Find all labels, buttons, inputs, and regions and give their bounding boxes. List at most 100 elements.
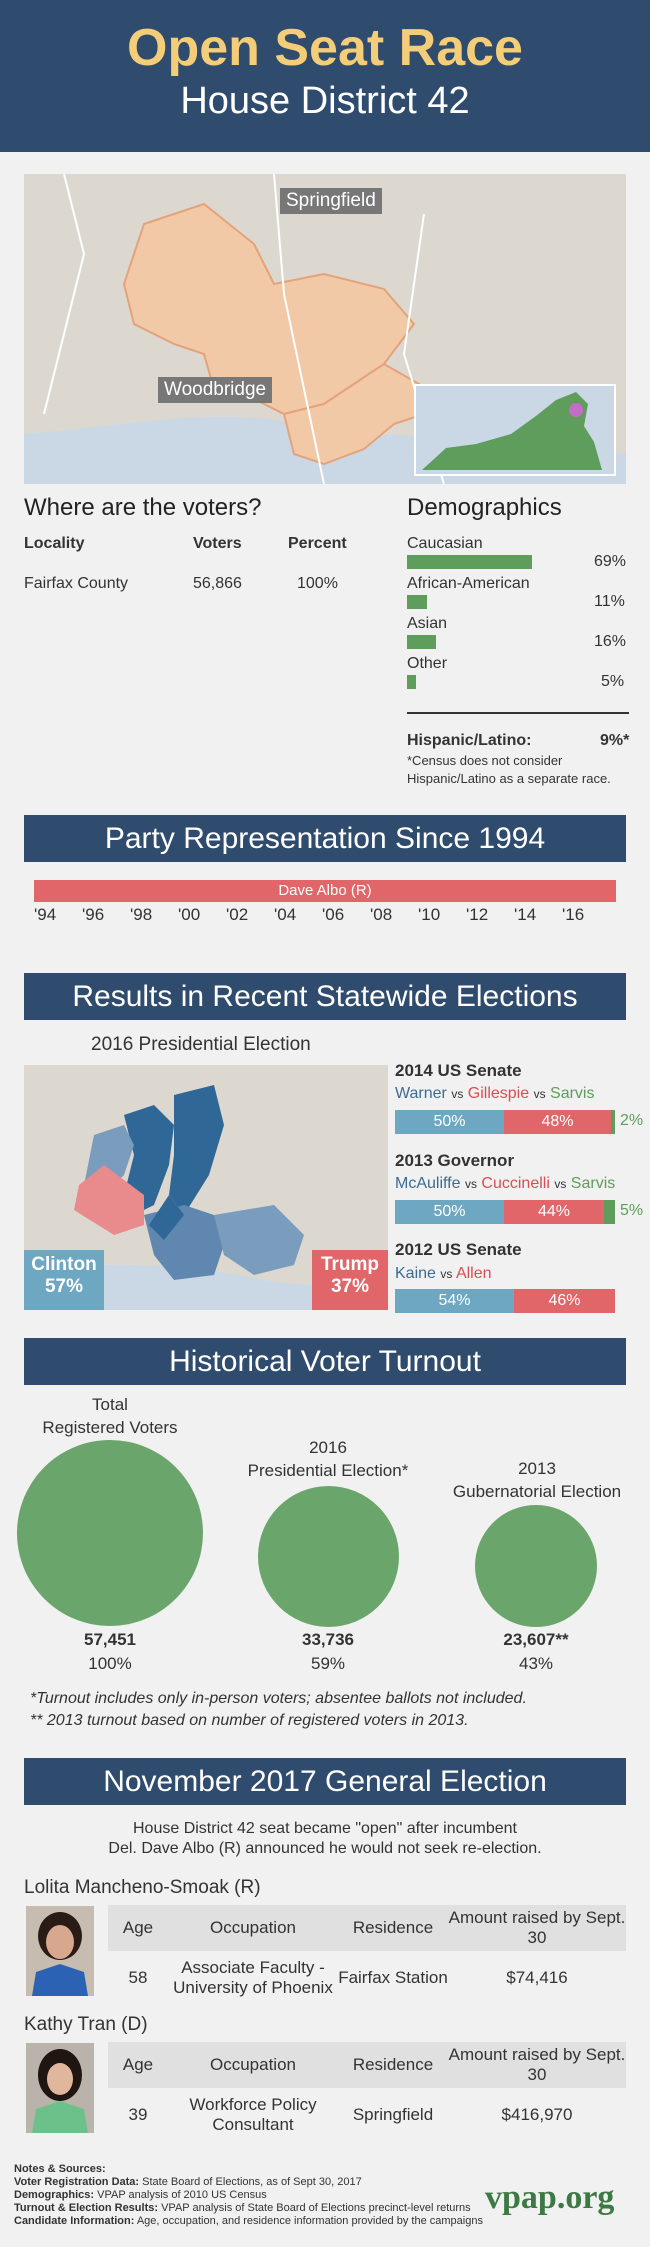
candidate-1-photo	[26, 1906, 94, 1996]
turnout-label-2016-1: 2016	[309, 1438, 347, 1457]
year-12: '12	[466, 905, 489, 924]
voters-heading: Where are the voters?	[24, 494, 262, 521]
gov-2013-lib-pct: 5%	[620, 1202, 644, 1219]
turnout-value-2013: 23,607**	[503, 1630, 569, 1649]
turnout-pct-2013: 43%	[518, 1654, 554, 1673]
year-14: '14	[514, 905, 537, 924]
vpap-logo[interactable]: vpap.org	[485, 2179, 615, 2216]
turnout-circle-2016	[258, 1486, 399, 1627]
note-line-2: Demographics: VPAP analysis of 2010 US C…	[14, 2189, 483, 2202]
year-16: '16	[562, 905, 585, 924]
turnout-label-2016-2: Presidential Election*	[247, 1461, 409, 1480]
cand2-age: 39	[128, 2105, 148, 2124]
turnout-circle-2013	[475, 1505, 597, 1627]
demographics-heading: Demographics	[407, 494, 562, 521]
note-line-1: Voter Registration Data: State Board of …	[14, 2176, 483, 2189]
party-heading: Party Representation Since 1994	[24, 815, 626, 862]
senate-2014-rep-bar: 48%	[504, 1110, 611, 1134]
cand1-occupation: Associate Faculty - University of Phoeni…	[173, 1958, 333, 1997]
cand2-col-amount: Amount raised by Sept. 30	[448, 2042, 626, 2088]
cand2-col-residence: Residence	[338, 2042, 448, 2088]
senate-2012-vs: vs	[440, 1267, 453, 1281]
col-voters: Voters	[193, 535, 242, 552]
demo-label-caucasian: Caucasian	[407, 535, 483, 552]
col-percent: Percent	[288, 535, 347, 552]
senate-2014-candidates: Warner vs Gillespie vs Sarvis	[395, 1085, 594, 1103]
year-98: '98	[130, 905, 153, 924]
clinton-pct: 57%	[44, 1276, 84, 1297]
results-heading: Results in Recent Statewide Elections	[24, 973, 626, 1020]
hispanic-label: Hispanic/Latino:	[407, 732, 532, 749]
demo-pct-african-american: 11%	[594, 593, 625, 610]
turnout-label-registered-2: Registered Voters	[42, 1418, 178, 1437]
turnout-value-2016: 33,736	[302, 1630, 354, 1649]
senate-2012-rep-bar: 46%	[514, 1289, 615, 1313]
turnout-label-2013-1: 2013	[518, 1459, 556, 1478]
senate-2012-title: 2012 US Senate	[395, 1240, 522, 1259]
demo-pct-other: 5%	[601, 673, 625, 690]
gov-2013-vs1: vs	[464, 1177, 477, 1191]
gov-2013-title: 2013 Governor	[395, 1151, 515, 1170]
gov-2013-dem-bar: 50%	[395, 1200, 504, 1224]
turnout-note-1: *Turnout includes only in-person voters;…	[30, 1690, 527, 1707]
voters-percent-value: 100%	[297, 575, 338, 592]
gov-2013-lib-bar	[604, 1200, 615, 1224]
year-94: '94	[34, 905, 57, 924]
note-line-4: Candidate Information: Age, occupation, …	[14, 2215, 483, 2228]
clinton-result-box: Clinton 57%	[24, 1250, 104, 1310]
candidate-2-name: Kathy Tran (D)	[24, 2014, 148, 2035]
senate-2012-candidates: Kaine vs Allen	[395, 1265, 492, 1283]
gov-2013-lib: Sarvis	[570, 1175, 616, 1192]
cand1-col-age: Age	[108, 1905, 168, 1951]
demo-label-african-american: African-American	[407, 575, 530, 592]
cand1-amount: $74,416	[506, 1968, 568, 1987]
senate-2014-vs2: vs	[533, 1087, 546, 1101]
col-locality: Locality	[24, 535, 85, 552]
turnout-pct-registered: 100%	[88, 1654, 132, 1673]
note-4-value: Age, occupation, and residence informati…	[136, 2215, 483, 2227]
trump-result-box: Trump 37%	[312, 1250, 388, 1310]
senate-2014-title: 2014 US Senate	[395, 1061, 522, 1080]
cand1-col-occupation: Occupation	[168, 1905, 338, 1951]
notes-title: Notes & Sources:	[14, 2163, 106, 2175]
year-06: '06	[322, 905, 345, 924]
albo-bar: Dave Albo (R)	[34, 880, 616, 902]
cand1-age: 58	[128, 1968, 148, 1987]
turnout-circle-registered	[17, 1440, 203, 1626]
senate-2012-dem-bar: 54%	[395, 1289, 514, 1313]
cand1-residence: Fairfax Station	[338, 1968, 448, 1987]
candidate-2-photo	[26, 2043, 94, 2133]
candidate-1-name: Lolita Mancheno-Smoak (R)	[24, 1877, 261, 1898]
senate-2012-dem: Kaine	[395, 1265, 436, 1282]
demo-label-other: Other	[407, 655, 448, 672]
year-96: '96	[82, 905, 105, 924]
candidate-1-portrait	[26, 1906, 94, 1996]
cand2-amount: $416,970	[501, 2105, 573, 2124]
senate-2014-rep: Gillespie	[467, 1085, 530, 1102]
note-3-key: Turnout & Election Results:	[14, 2202, 159, 2214]
pres-results-graphic	[24, 1065, 388, 1310]
demo-pct-asian: 16%	[594, 633, 627, 650]
cand2-col-occupation: Occupation	[168, 2042, 338, 2088]
demo-label-asian: Asian	[407, 615, 448, 632]
senate-2014-dem-bar: 50%	[395, 1110, 504, 1134]
senate-2012-rep: Allen	[455, 1265, 492, 1282]
turnout-heading: Historical Voter Turnout	[24, 1338, 626, 1385]
demo-bar-caucasian	[407, 555, 532, 569]
turnout-label-2013-2: Gubernatorial Election	[452, 1482, 622, 1501]
district-map-graphic	[24, 174, 626, 484]
senate-2014-dem: Warner	[395, 1085, 447, 1102]
senate-2014-lib: Sarvis	[550, 1085, 595, 1102]
candidate-2-table: Age Occupation Residence Amount raised b…	[108, 2042, 626, 2142]
general-intro-2: Del. Dave Albo (R) announced he would no…	[108, 1840, 542, 1857]
candidate-1-table: Age Occupation Residence Amount raised b…	[108, 1905, 626, 2005]
turnout-label-registered-1: Total	[92, 1395, 128, 1414]
gov-2013-dem: McAuliffe	[395, 1175, 461, 1192]
year-10: '10	[418, 905, 441, 924]
voters-locality-value: Fairfax County	[24, 575, 129, 592]
map-label-woodbridge: Woodbridge	[158, 377, 273, 403]
virginia-inset-graphic	[416, 386, 614, 474]
turnout-pct-2016: 59%	[310, 1654, 346, 1673]
hispanic-pct: 9%*	[600, 732, 630, 749]
note-line-3: Turnout & Election Results: VPAP analysi…	[14, 2202, 483, 2215]
